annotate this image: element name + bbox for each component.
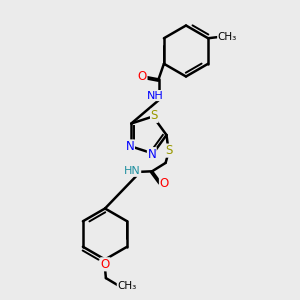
Text: CH₃: CH₃ <box>117 281 136 291</box>
Text: N: N <box>148 148 156 160</box>
Text: N: N <box>126 140 134 153</box>
Text: NH: NH <box>146 91 163 100</box>
Text: O: O <box>138 70 147 83</box>
Text: O: O <box>160 177 169 190</box>
Text: S: S <box>165 144 172 157</box>
Text: CH₃: CH₃ <box>218 32 237 42</box>
Text: S: S <box>151 110 158 122</box>
Text: O: O <box>101 258 110 271</box>
Text: HN: HN <box>124 166 141 176</box>
